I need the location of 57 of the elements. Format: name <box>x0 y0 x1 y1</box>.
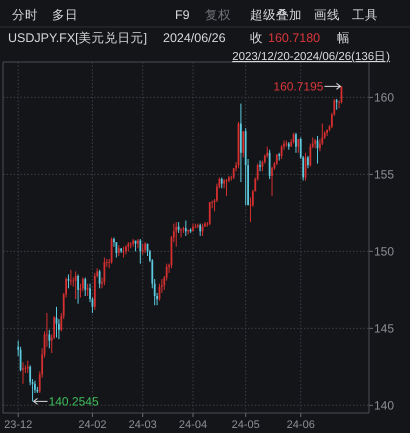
annotation: 2023/12/20-2024/06/26(136日) <box>232 50 390 63</box>
candlestick <box>202 223 204 236</box>
text: 工具 <box>352 8 378 22</box>
candlestick <box>22 362 24 384</box>
candlestick <box>259 160 261 172</box>
candlestick <box>56 306 58 338</box>
y-tick-label: 145 <box>374 321 394 336</box>
candlestick <box>115 242 118 258</box>
y-tick-label: 140 <box>374 398 394 412</box>
chart-title: USDJPY.FX[美元兑日元] <box>8 30 148 45</box>
candlestick <box>280 144 282 160</box>
candlestick <box>340 86 342 104</box>
annotation: 140.2545 <box>48 394 99 408</box>
text: 超级叠加 <box>250 8 302 22</box>
candlestick <box>144 242 146 254</box>
candlestick <box>178 222 180 234</box>
candlestick <box>292 132 294 144</box>
text: F9 <box>175 8 190 22</box>
candlestick <box>77 274 79 304</box>
candlestick <box>314 138 316 149</box>
candlestick <box>86 283 89 296</box>
annotation: 160.7195 <box>273 79 324 94</box>
candlestick <box>175 222 178 248</box>
candlestick <box>304 152 306 182</box>
candlestick <box>271 166 273 196</box>
candlestick <box>134 240 136 252</box>
x-tick-label: 24-04 <box>178 419 208 431</box>
text: 幅 <box>337 31 350 45</box>
candlestick <box>268 149 271 180</box>
y-tick-label: 155 <box>374 167 394 182</box>
x-tick-label: 24-02 <box>78 419 106 431</box>
candlestick <box>68 274 70 289</box>
x-tick-label: 24-06 <box>286 419 315 431</box>
x-tick-label: 24-03 <box>128 419 157 431</box>
x-tick-label: 23-12 <box>4 419 32 431</box>
y-tick-label: 160 <box>374 90 394 104</box>
candlestick <box>98 269 101 289</box>
candlestick <box>137 238 139 249</box>
candlestick <box>125 244 127 255</box>
candlestick <box>226 178 228 196</box>
candlestick <box>158 283 160 302</box>
candlestick <box>70 269 72 286</box>
text: 160.7180 <box>268 31 320 45</box>
x-tick-label: 24-05 <box>232 419 260 431</box>
candlestick <box>110 237 112 264</box>
candlestick <box>295 132 297 154</box>
candlestick <box>307 155 309 169</box>
text: 多日 <box>52 8 78 22</box>
candlestick <box>316 135 318 164</box>
candlestick <box>104 257 106 286</box>
text: 分时 <box>12 8 38 22</box>
text: 画线 <box>314 8 340 22</box>
text: 复权 <box>205 8 231 22</box>
y-tick-label: 150 <box>374 244 394 258</box>
text: 2024/06/26 <box>163 31 226 45</box>
candlestick <box>297 138 300 154</box>
text: 收 <box>250 31 263 45</box>
